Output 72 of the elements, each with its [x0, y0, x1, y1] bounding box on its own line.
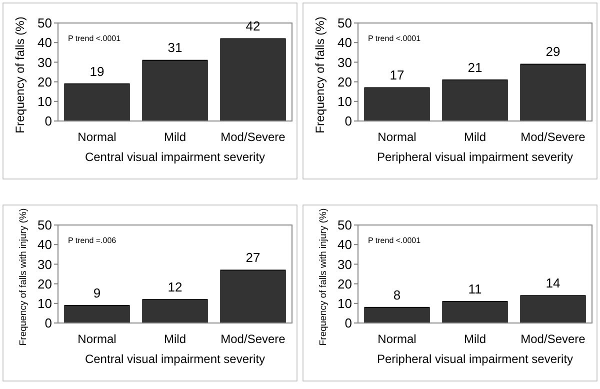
y-tick-label: 40 — [338, 35, 352, 50]
x-axis-title: Peripheral visual impairment severity — [376, 352, 574, 366]
bar — [142, 60, 208, 122]
y-axis-title: Frequency of falls with injury (%) — [18, 208, 29, 346]
annotation: P trend <.0001 — [368, 236, 422, 245]
x-tick-label: Normal — [78, 332, 116, 346]
bar — [64, 83, 130, 122]
data-label: 19 — [90, 64, 104, 79]
y-tick-label: 10 — [38, 296, 52, 311]
data-label: 29 — [546, 44, 560, 60]
y-tick-label: 20 — [38, 74, 52, 90]
data-label: 42 — [246, 18, 260, 34]
y-tick-label: 30 — [338, 54, 352, 70]
bar — [520, 64, 586, 122]
data-label: 17 — [390, 68, 404, 83]
y-tick-label: 30 — [338, 256, 352, 272]
x-tick-label: Mod/Severe — [220, 332, 286, 346]
x-tick-label: Normal — [378, 130, 416, 144]
y-tick-label: 40 — [338, 237, 352, 252]
y-tick-label: 0 — [344, 114, 352, 129]
y-tick-label: 20 — [38, 276, 52, 292]
x-tick-label: Mod/Severe — [520, 130, 586, 144]
x-axis-title: Central visual impairment severity — [84, 352, 266, 366]
y-tick-label: 0 — [44, 316, 52, 331]
annotation: P trend =.006 — [68, 236, 117, 245]
x-tick-label: Normal — [378, 332, 416, 346]
y-axis-title: Frequency of falls with injury (%) — [318, 208, 329, 346]
y-tick-label: 50 — [338, 16, 352, 31]
bar — [442, 301, 508, 324]
bar — [220, 38, 286, 122]
y-tick-label: 10 — [338, 94, 352, 109]
y-tick-label: 0 — [44, 114, 52, 129]
y-tick-label: 10 — [38, 94, 52, 109]
data-label: 27 — [246, 250, 260, 266]
bar — [364, 87, 430, 122]
y-tick-label: 10 — [338, 296, 352, 311]
y-tick-label: 20 — [338, 74, 352, 90]
annotation: P trend <.0001 — [368, 34, 422, 43]
data-label: 9 — [93, 285, 101, 300]
data-label: 14 — [546, 276, 560, 291]
y-axis-title: Frequency of falls (%) — [13, 16, 27, 134]
x-tick-label: Mod/Severe — [520, 332, 586, 346]
y-tick-label: 20 — [338, 276, 352, 292]
x-tick-label: Mild — [464, 332, 486, 346]
data-label: 8 — [393, 287, 401, 302]
annotation: P trend <.0001 — [68, 34, 122, 43]
y-tick-label: 0 — [344, 316, 352, 331]
bar — [364, 306, 430, 324]
y-tick-label: 50 — [38, 16, 52, 31]
bar — [142, 299, 208, 324]
data-label: 31 — [168, 40, 182, 56]
y-tick-label: 50 — [338, 218, 352, 233]
x-tick-label: Mild — [164, 332, 186, 346]
x-tick-label: Mild — [164, 130, 186, 144]
bar — [442, 79, 508, 122]
y-tick-label: 40 — [38, 35, 52, 50]
x-tick-label: Normal — [78, 130, 116, 144]
x-axis-title: Peripheral visual impairment severity — [376, 150, 574, 164]
x-tick-label: Mod/Severe — [220, 130, 286, 144]
x-tick-label: Mild — [464, 130, 486, 144]
bar — [64, 304, 130, 324]
y-tick-label: 40 — [38, 237, 52, 252]
y-tick-label: 50 — [38, 218, 52, 233]
bar — [220, 270, 286, 324]
data-label: 11 — [468, 281, 482, 296]
x-axis-title: Central visual impairment severity — [84, 150, 266, 164]
y-tick-label: 30 — [38, 256, 52, 272]
data-label: 21 — [468, 60, 482, 75]
y-tick-label: 30 — [38, 54, 52, 70]
bar — [520, 295, 586, 324]
data-label: 12 — [168, 279, 182, 294]
y-axis-title: Frequency of falls (%) — [313, 16, 327, 134]
